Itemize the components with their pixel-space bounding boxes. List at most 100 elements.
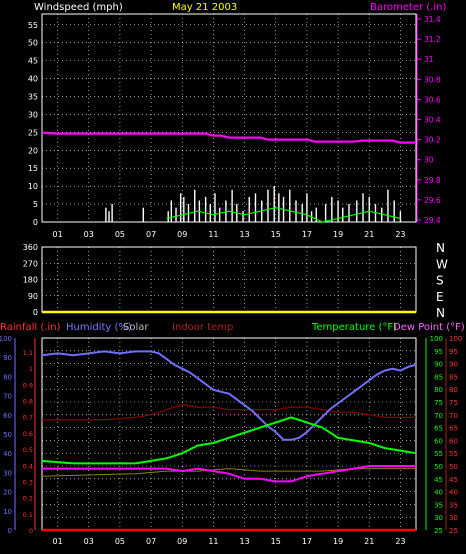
dewpoint-line bbox=[42, 465, 416, 483]
temperature-label: Temperature (°F) bbox=[311, 322, 397, 333]
temperature-line bbox=[41, 416, 417, 465]
humidity-line bbox=[41, 350, 417, 441]
dewpoint-tick-label: 70 bbox=[449, 412, 458, 420]
humidity-label: Humidity (%) bbox=[66, 322, 132, 333]
y-left-tick-label: 55 bbox=[28, 21, 38, 30]
humidity-tick-label: 40 bbox=[3, 450, 12, 458]
compass-label: W bbox=[436, 257, 448, 271]
dewpoint-tick-label: 90 bbox=[449, 361, 458, 369]
x-tick-label: 21 bbox=[364, 230, 374, 239]
indoor-temp-line bbox=[42, 403, 416, 421]
y-right-tick-label: 30.2 bbox=[424, 136, 441, 145]
x-tick-label: 01 bbox=[52, 537, 62, 546]
rainfall-tick-label: 0.5 bbox=[23, 446, 33, 454]
rainfall-tick-label: 0.3 bbox=[23, 478, 33, 486]
y-left-tick-label: 45 bbox=[28, 57, 38, 66]
y-right-tick-label: 30.6 bbox=[424, 95, 441, 104]
rainfall-tick-label: 1 bbox=[29, 365, 33, 373]
humidity-tick-label: 50 bbox=[3, 431, 12, 439]
y-left-tick-label: 25 bbox=[28, 128, 38, 137]
compass-label: N bbox=[436, 306, 445, 320]
dewpoint-tick-label: 25 bbox=[449, 527, 458, 535]
y-right-tick-label: 31.2 bbox=[424, 35, 441, 44]
dewpoint-tick-label: 95 bbox=[449, 348, 458, 356]
direction-tick-label: 180 bbox=[23, 276, 38, 285]
temperature-tick-label: 55 bbox=[434, 450, 443, 458]
rainfall-tick-label: 0.6 bbox=[23, 430, 33, 438]
rainfall-tick-label: 0.2 bbox=[23, 495, 33, 503]
temperature-tick-label: 70 bbox=[434, 412, 443, 420]
dewpoint-tick-label: 100 bbox=[449, 335, 462, 343]
dewpoint-tick-label: 35 bbox=[449, 501, 458, 509]
dewpoint-tick-label: 40 bbox=[449, 489, 458, 497]
dewpoint-tick-label: 30 bbox=[449, 514, 458, 522]
x-tick-label: 19 bbox=[333, 537, 343, 546]
y-right-tick-label: 29.4 bbox=[424, 216, 441, 225]
direction-tick-label: 360 bbox=[23, 243, 38, 252]
x-tick-label: 23 bbox=[395, 230, 405, 239]
panel-frame bbox=[41, 13, 417, 223]
temperature-tick-label: 65 bbox=[434, 425, 443, 433]
temperature-tick-label: 30 bbox=[434, 514, 443, 522]
x-tick-label: 23 bbox=[395, 537, 405, 546]
humidity-tick-label: 90 bbox=[3, 354, 12, 362]
y-left-tick-label: 50 bbox=[28, 39, 38, 48]
humidity-tick-label: 30 bbox=[3, 469, 12, 477]
dewpoint-tick-label: 55 bbox=[449, 450, 458, 458]
y-right-tick-label: 30 bbox=[424, 156, 434, 165]
rainfall-tick-label: 0.7 bbox=[23, 414, 33, 422]
compass-label: N bbox=[436, 241, 445, 255]
direction-tick-label: 90 bbox=[28, 292, 38, 301]
x-tick-label: 09 bbox=[177, 537, 187, 546]
humidity-tick-label: 10 bbox=[3, 508, 12, 516]
rainfall-tick-label: 1.1 bbox=[23, 349, 33, 357]
y-left-tick-label: 15 bbox=[28, 164, 38, 173]
y-right-tick-label: 29.6 bbox=[424, 196, 441, 205]
rainfall-tick-label: 0.1 bbox=[23, 511, 33, 519]
y-left-tick-label: 10 bbox=[28, 182, 38, 191]
x-tick-label: 11 bbox=[208, 537, 218, 546]
x-tick-label: 07 bbox=[146, 230, 156, 239]
barometer-line bbox=[41, 131, 416, 144]
rainfall-tick-label: 0 bbox=[29, 527, 33, 535]
solar-line bbox=[41, 468, 416, 477]
temp-humidity-panel: 010203040506070809010000.10.20.30.40.50.… bbox=[0, 335, 462, 546]
x-tick-label: 03 bbox=[84, 537, 94, 546]
x-tick-label: 11 bbox=[208, 230, 218, 239]
y-left-tick-label: 40 bbox=[28, 75, 38, 84]
humidity-tick-label: 60 bbox=[3, 412, 12, 420]
x-tick-label: 19 bbox=[333, 230, 343, 239]
rainfall-tick-label: 0.4 bbox=[23, 462, 33, 470]
y-left-tick-label: 0 bbox=[33, 218, 38, 227]
solar-label: Solar bbox=[123, 322, 149, 333]
y-right-tick-label: 30.4 bbox=[424, 116, 441, 125]
wind-direction-panel: 0 N 90 E 180 S 270 W 360 N bbox=[23, 241, 448, 320]
dewpoint-tick-label: 50 bbox=[449, 463, 458, 471]
x-tick-label: 17 bbox=[302, 230, 312, 239]
rainfall-label: Rainfall (.in) bbox=[0, 322, 61, 333]
y-left-tick-label: 35 bbox=[28, 92, 38, 101]
compass-label: S bbox=[436, 274, 444, 288]
rainfall-tick-label: 0.9 bbox=[23, 381, 33, 389]
dewpoint-label: Dew Point (°F) bbox=[393, 322, 465, 333]
x-tick-label: 15 bbox=[271, 537, 281, 546]
temperature-tick-label: 75 bbox=[434, 399, 443, 407]
temperature-tick-label: 80 bbox=[434, 386, 443, 394]
y-right-tick-label: 30.8 bbox=[424, 75, 441, 84]
humidity-tick-label: 0 bbox=[8, 527, 12, 535]
temperature-tick-label: 100 bbox=[430, 335, 443, 343]
direction-tick-label: 270 bbox=[23, 259, 38, 268]
y-left-tick-label: 30 bbox=[28, 110, 38, 119]
humidity-tick-label: 100 bbox=[0, 335, 12, 343]
temperature-tick-label: 25 bbox=[434, 527, 443, 535]
humidity-tick-label: 70 bbox=[3, 393, 12, 401]
direction-tick-label: 0 bbox=[33, 308, 38, 317]
x-tick-label: 01 bbox=[52, 230, 62, 239]
y-right-tick-label: 29.8 bbox=[424, 176, 441, 185]
x-tick-label: 17 bbox=[302, 537, 312, 546]
x-tick-label: 05 bbox=[115, 537, 125, 546]
temperature-tick-label: 60 bbox=[434, 437, 443, 445]
dewpoint-tick-label: 45 bbox=[449, 476, 458, 484]
wind-barometer-panel: 051015202530354045505529.429.629.83030.2… bbox=[28, 13, 441, 239]
y-right-tick-label: 31 bbox=[424, 55, 434, 64]
